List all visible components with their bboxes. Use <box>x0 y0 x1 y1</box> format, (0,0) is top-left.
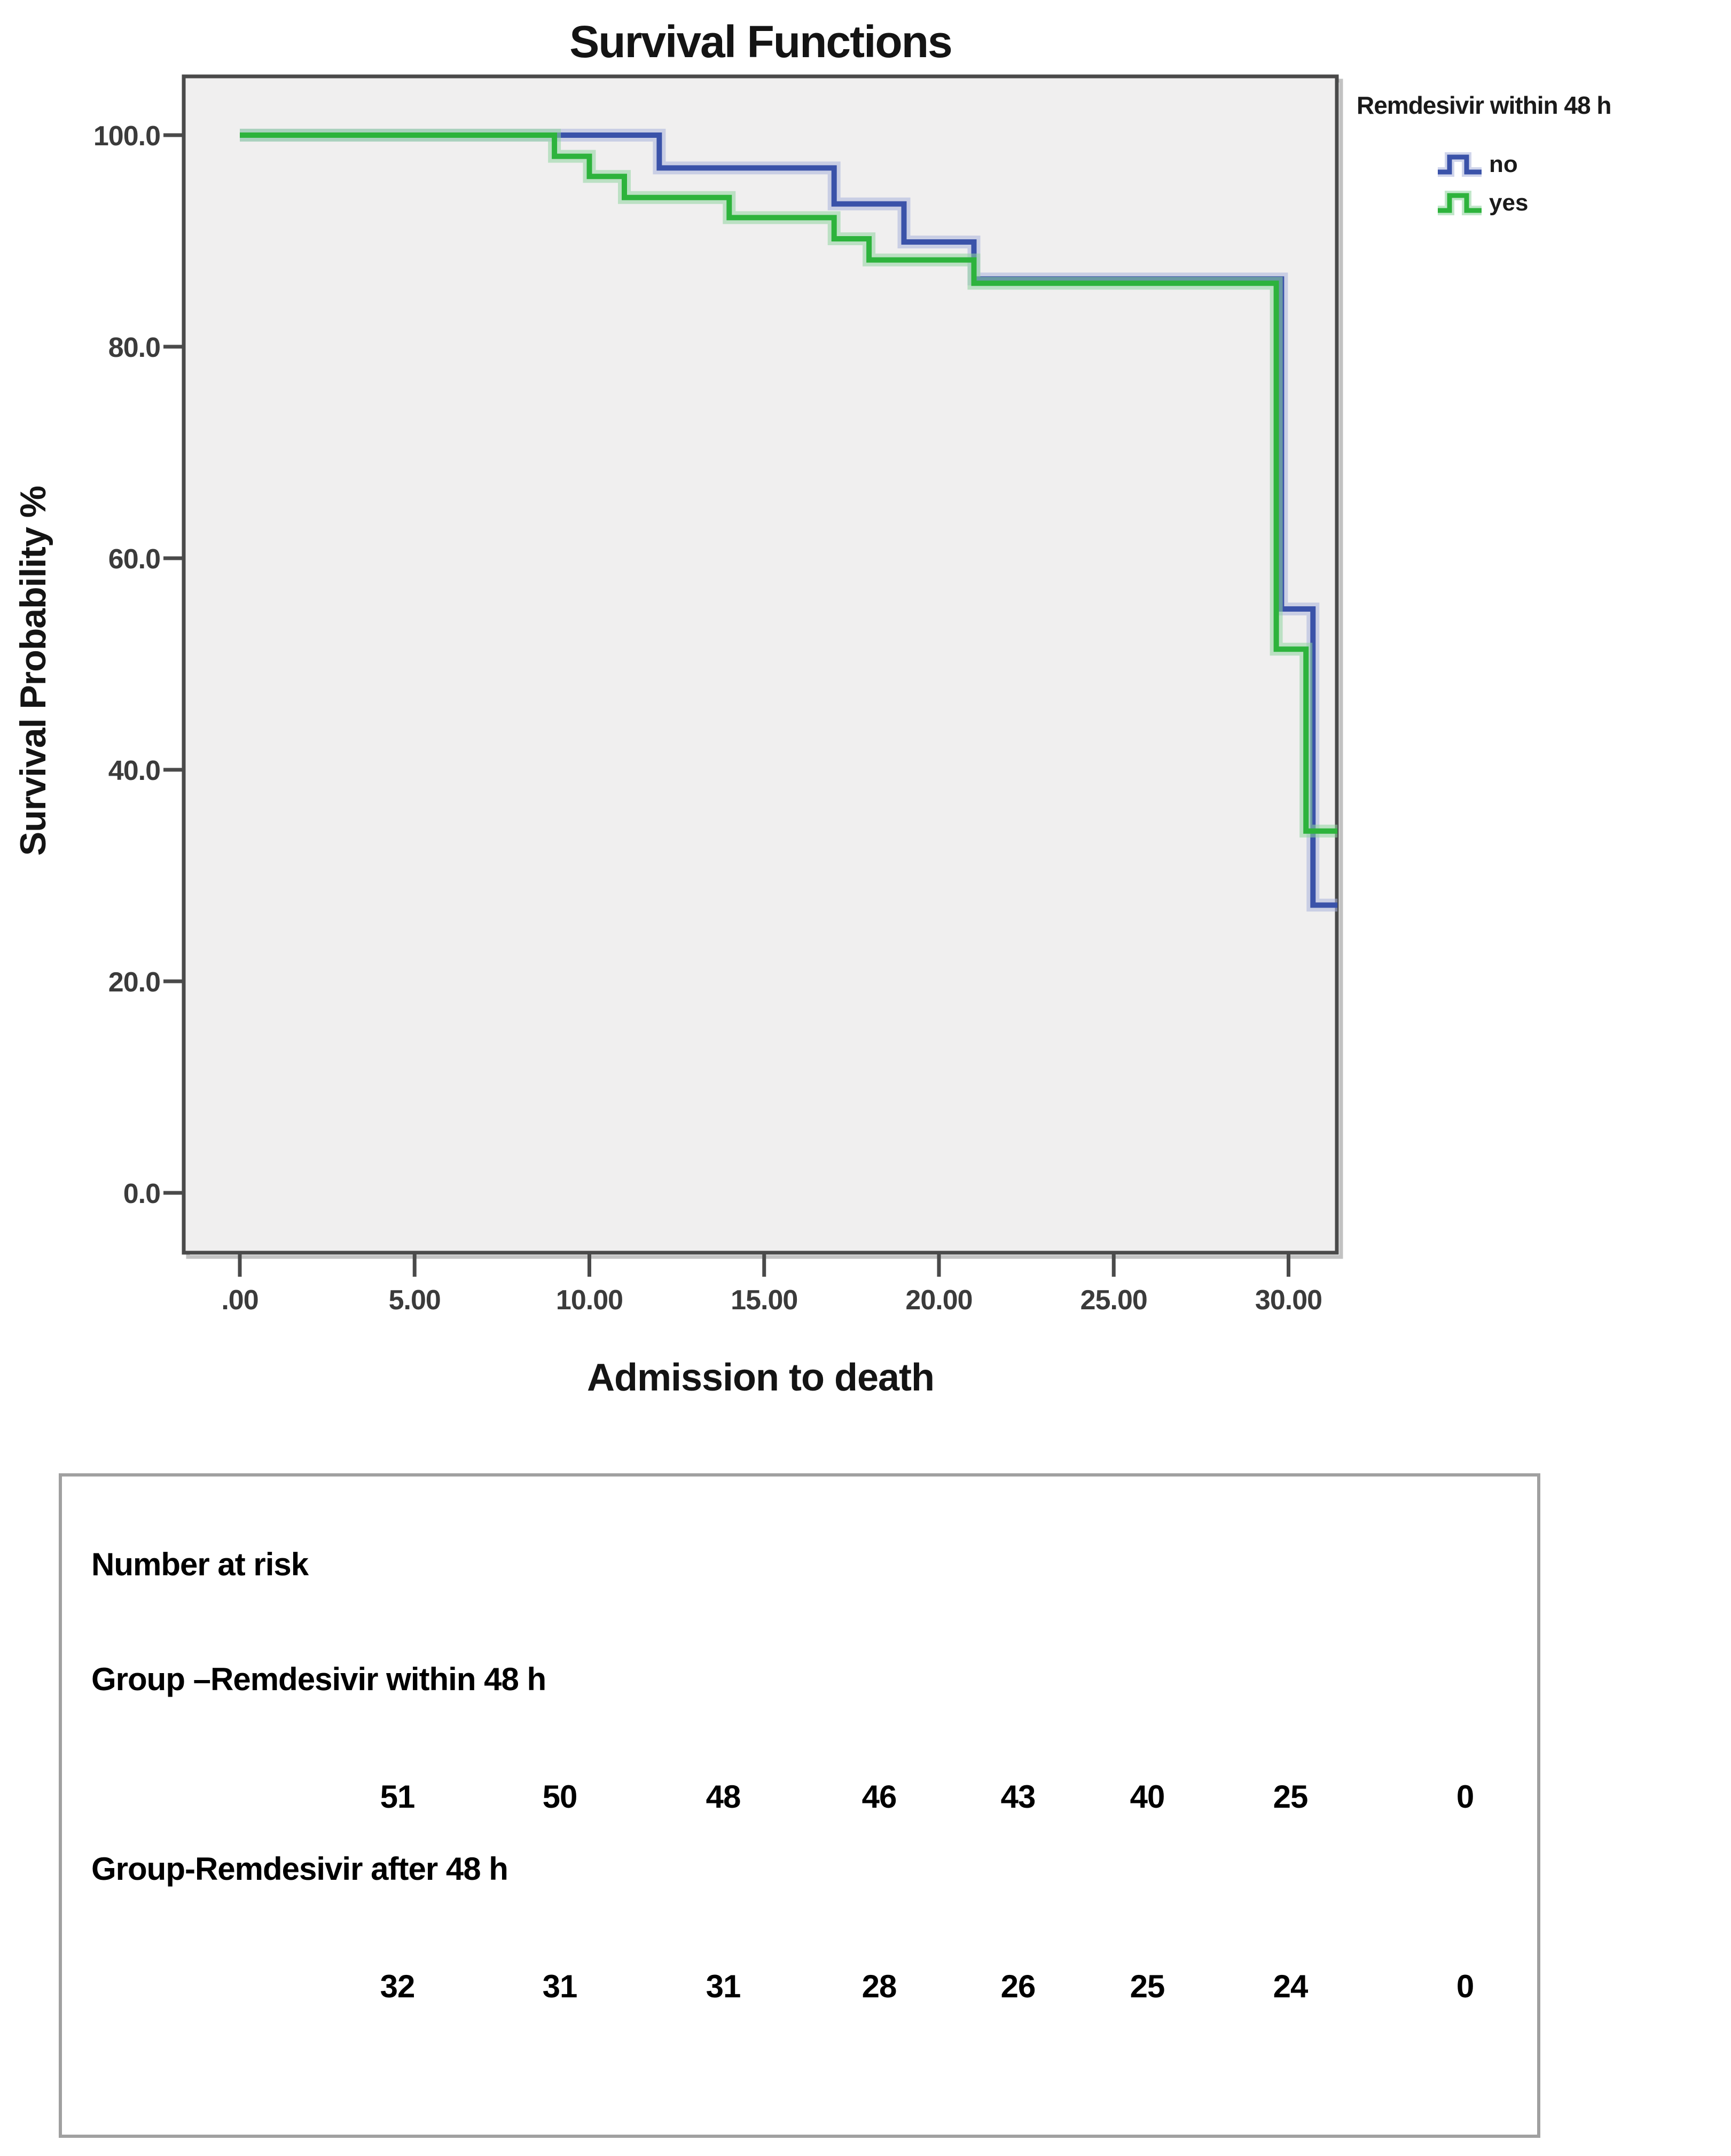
y-tick-label-0.0: 0.0 <box>123 1178 161 1209</box>
y-axis-title: Survival Probability % <box>13 486 53 856</box>
survival-curve-yes <box>240 132 1338 834</box>
risk-count: 26 <box>1000 1968 1036 2004</box>
risk-count: 46 <box>861 1779 897 1815</box>
x-tick-label-25.00: 25.00 <box>1080 1285 1148 1316</box>
legend-entry-label: no <box>1489 151 1518 177</box>
y-tick-label-20.0: 20.0 <box>108 967 161 998</box>
plot-frame <box>182 74 1339 1255</box>
survival-curve-no <box>240 132 1338 908</box>
legend-entry-yes: yes <box>1436 184 1730 222</box>
risk-count: 48 <box>706 1779 741 1815</box>
risk-count: 28 <box>861 1968 897 2004</box>
x-tick-label-5.00: 5.00 <box>388 1285 441 1316</box>
risk-count: 51 <box>380 1779 416 1815</box>
risk-group-label-after-48h: Group-Remdesivir after 48 h <box>91 1851 508 1887</box>
x-tick-label-.00: .00 <box>221 1285 259 1316</box>
risk-count: 32 <box>380 1968 416 2004</box>
y-tick-label-60.0: 60.0 <box>108 544 161 575</box>
step-line-icon <box>1438 191 1482 215</box>
x-tick-label-15.00: 15.00 <box>731 1285 798 1316</box>
y-tick-label-80.0: 80.0 <box>108 332 161 363</box>
risk-count: 40 <box>1130 1779 1165 1815</box>
legend-title: Remdesivir within 48 h <box>1357 91 1611 119</box>
legend-entry-label: yes <box>1489 190 1529 216</box>
x-axis-title: Admission to death <box>586 1356 935 1399</box>
x-tick-label-20.00: 20.00 <box>905 1285 973 1316</box>
number-at-risk-table: Number at risk Group –Remdesivir within … <box>59 1473 1540 2138</box>
risk-count: 25 <box>1130 1968 1165 2004</box>
risk-count: 24 <box>1273 1968 1309 2004</box>
legend-entries: no yes <box>1436 145 1730 222</box>
risk-group-label-within-48h: Group –Remdesivir within 48 h <box>91 1661 546 1697</box>
step-line-icon <box>1438 152 1482 177</box>
risk-count: 43 <box>1000 1779 1036 1815</box>
x-tick-label-10.00: 10.00 <box>555 1285 623 1316</box>
chart-title: Survival Functions <box>569 17 953 67</box>
legend-entry-no: no <box>1436 145 1730 184</box>
risk-counts-row-after-48h: 32 31 31 28 26 25 24 0 <box>62 1968 1537 2011</box>
risk-count: 31 <box>706 1968 741 2004</box>
survival-plot <box>163 74 1343 1277</box>
risk-count: 25 <box>1273 1779 1309 1815</box>
risk-count: 31 <box>542 1968 578 2004</box>
risk-count: 0 <box>1456 1968 1474 2004</box>
y-tick-label-100.0: 100.0 <box>93 121 161 152</box>
y-tick-label-40.0: 40.0 <box>108 755 161 786</box>
risk-count: 50 <box>542 1779 578 1815</box>
legend: Remdesivir within 48 h no yes <box>1357 91 1730 222</box>
risk-counts-row-within-48h: 51 50 48 46 43 40 25 0 <box>62 1778 1537 1821</box>
risk-count: 0 <box>1456 1779 1474 1815</box>
x-tick-label-30.00: 30.00 <box>1255 1285 1322 1316</box>
risk-table-heading: Number at risk <box>91 1546 309 1582</box>
